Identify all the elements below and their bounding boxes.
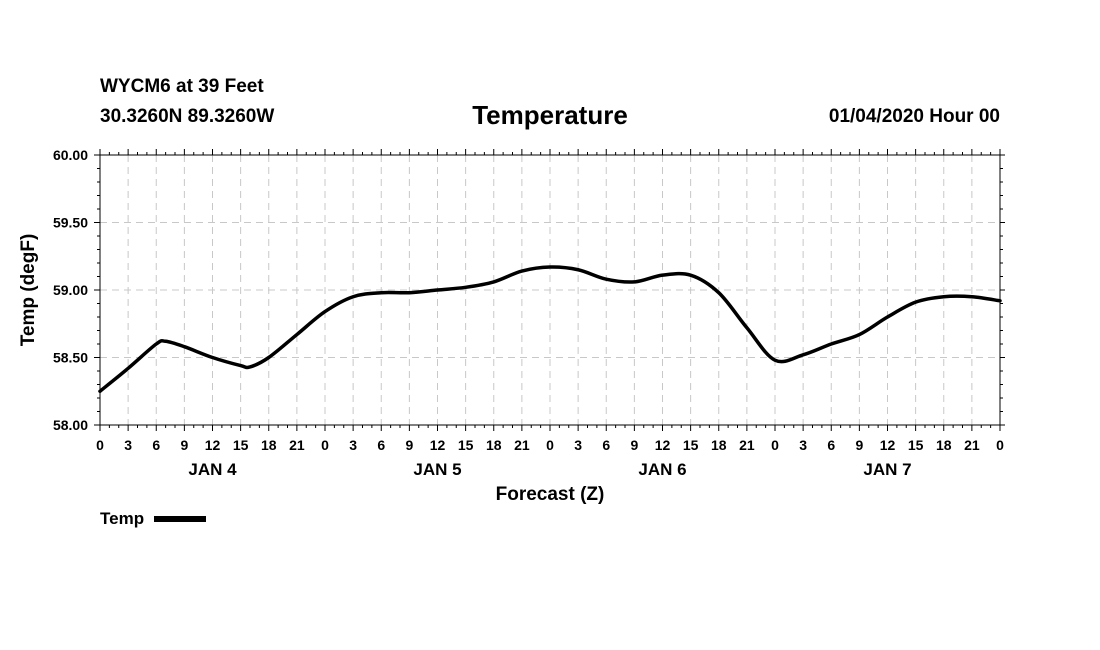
temp-series-line [98, 265, 1002, 393]
axis-ticks [94, 149, 1005, 431]
x-tick-label: 6 [377, 437, 385, 453]
x-tick-label: 21 [289, 437, 305, 453]
forecast-date-label: 01/04/2020 Hour 00 [828, 106, 1000, 127]
day-label: JAN 7 [863, 460, 911, 479]
y-axis-label: Temp (degF) [18, 234, 39, 347]
day-label: JAN 6 [638, 460, 686, 479]
x-axis-label: Forecast (Z) [496, 484, 605, 505]
x-tick-label: 15 [458, 437, 474, 453]
x-tick-label: 18 [711, 437, 727, 453]
coordinates-label: 30.3260N 89.3260W [100, 106, 275, 127]
x-tick-label: 9 [855, 437, 863, 453]
x-tick-label: 0 [546, 437, 554, 453]
x-tick-label: 12 [880, 437, 896, 453]
x-tick-label: 21 [964, 437, 980, 453]
y-tick-label: 58.50 [53, 350, 88, 366]
x-tick-label: 18 [486, 437, 502, 453]
y-tick-label: 58.00 [53, 417, 88, 433]
x-tick-label: 3 [349, 437, 357, 453]
x-tick-label: 0 [321, 437, 329, 453]
x-tick-labels: 0 3 6 9 12 15 18 21 0 3 6 9 12 15 18 21 0 3 6 9 12 15 18 21 0 3 6 9… [96, 437, 1004, 453]
legend: Temp [100, 509, 207, 529]
x-tick-label: 15 [233, 437, 249, 453]
x-tick-label: 21 [514, 437, 530, 453]
chart-grid [100, 155, 1000, 425]
x-tick-label: 12 [430, 437, 446, 453]
x-tick-label: 0 [96, 437, 104, 453]
x-tick-label: 6 [827, 437, 835, 453]
day-labels: JAN 4 JAN 5 JAN 6 JAN 7 [188, 460, 911, 479]
legend-label: Temp [100, 509, 145, 528]
x-tick-label: 3 [124, 437, 132, 453]
x-tick-label: 12 [205, 437, 221, 453]
day-label: JAN 4 [188, 460, 237, 479]
x-tick-label: 0 [996, 437, 1004, 453]
y-tick-label: 59.50 [53, 215, 88, 231]
station-label: WYCM6 at 39 Feet [100, 76, 264, 97]
x-tick-label: 9 [180, 437, 188, 453]
day-label: JAN 5 [413, 460, 461, 479]
chart-title: Temperature [472, 100, 628, 130]
x-tick-label: 18 [261, 437, 277, 453]
x-tick-label: 18 [936, 437, 952, 453]
x-tick-label: 12 [655, 437, 671, 453]
x-tick-label: 3 [574, 437, 582, 453]
x-tick-label: 21 [739, 437, 755, 453]
x-tick-label: 9 [630, 437, 638, 453]
x-tick-label: 15 [908, 437, 924, 453]
x-tick-label: 0 [771, 437, 779, 453]
y-tick-label: 60.00 [53, 147, 88, 163]
x-tick-label: 15 [683, 437, 699, 453]
y-tick-label: 59.00 [53, 282, 88, 298]
x-tick-label: 6 [602, 437, 610, 453]
x-tick-label: 3 [799, 437, 807, 453]
y-tick-labels: 58.00 58.50 59.00 59.50 60.00 [53, 147, 88, 433]
x-tick-label: 9 [405, 437, 413, 453]
legend-line-swatch [154, 516, 207, 522]
x-tick-label: 6 [152, 437, 160, 453]
